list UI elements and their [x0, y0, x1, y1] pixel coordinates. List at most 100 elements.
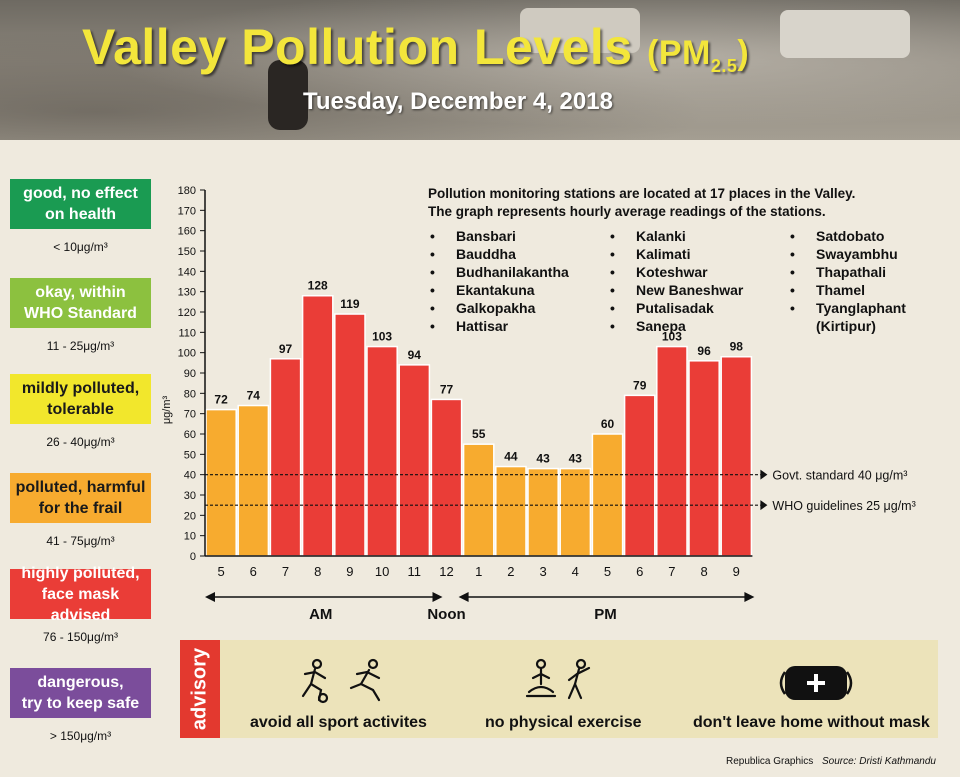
page-title: Valley Pollution Levels (PM2.5) [82, 19, 750, 76]
station-item: New Baneshwar [608, 281, 743, 299]
x-tick-label: 3 [539, 564, 546, 579]
x-tick-label: 6 [250, 564, 257, 579]
y-tick-label: 110 [178, 327, 196, 339]
reference-label: Govt. standard 40 μg/m³ [772, 469, 907, 483]
y-tick-label: 150 [178, 246, 196, 258]
bar [559, 467, 592, 557]
y-tick-label: 0 [190, 551, 196, 563]
bar [623, 394, 656, 557]
period-arrow [744, 592, 755, 602]
station-item: Kalimati [608, 245, 743, 263]
y-tick-label: 80 [184, 388, 196, 400]
station-item: Sanepa [608, 317, 743, 335]
bar-value-label: 119 [340, 297, 360, 311]
x-tick-label: 8 [700, 564, 707, 579]
y-axis-label: μg/m³ [161, 395, 173, 424]
stations-list: Kalanki Kalimati Koteshwar New Baneshwar… [608, 227, 743, 335]
station-item: Galkopakha [428, 299, 569, 317]
motorbike-silhouette [268, 60, 308, 130]
station-item: Koteshwar [608, 263, 743, 281]
x-tick-label: 12 [439, 564, 453, 579]
y-tick-label: 10 [184, 531, 196, 543]
station-item: Kalanki [608, 227, 743, 245]
y-tick-label: 170 [178, 205, 196, 217]
exercise-icon [525, 658, 591, 700]
x-tick-label: 1 [475, 564, 482, 579]
station-item: Putalisadak [608, 299, 743, 317]
bar-value-label: 43 [536, 452, 550, 466]
bar [334, 313, 366, 557]
footer-source: Source: Dristi Kathmandu [822, 756, 936, 767]
bar-value-label: 97 [279, 342, 293, 356]
reference-label: WHO guidelines 25 μg/m³ [772, 499, 915, 513]
x-tick-label: 4 [572, 564, 579, 579]
bar-value-label: 79 [633, 378, 647, 392]
bar-value-label: 77 [440, 382, 454, 396]
legend-range: < 10μg/m³ [53, 240, 108, 254]
mask-icon [779, 666, 853, 700]
x-tick-label: 2 [507, 564, 514, 579]
bar [656, 345, 688, 557]
bar [237, 404, 270, 557]
x-tick-label: 6 [636, 564, 643, 579]
advisory-item: no physical exercise [485, 714, 642, 731]
y-tick-label: 140 [178, 266, 196, 278]
x-tick-label: 9 [346, 564, 353, 579]
stations-list: Bansbari Bauddha Budhanilakantha Ekantak… [428, 227, 569, 335]
station-item: Tyanglaphant [788, 299, 906, 317]
y-tick-label: 30 [184, 490, 196, 502]
legend-swatch-polluted: polluted, harmful for the frail [10, 473, 151, 523]
reference-arrow [760, 500, 768, 511]
advisory-tab: advisory [180, 640, 220, 738]
bar-value-label: 60 [601, 417, 615, 431]
car-silhouette [780, 10, 910, 58]
x-tick-label: 7 [282, 564, 289, 579]
x-tick-label: 7 [668, 564, 675, 579]
x-tick-label: 5 [604, 564, 611, 579]
bar-value-label: 98 [730, 340, 744, 354]
station-item: Ekantakuna [428, 281, 569, 299]
stations-list: Satdobato Swayambhu Thapathali Thamel Ty… [788, 227, 906, 335]
period-arrow [432, 592, 443, 602]
y-tick-label: 130 [178, 287, 196, 299]
bar-value-label: 74 [247, 389, 261, 403]
station-item: Budhanilakantha [428, 263, 569, 281]
station-item: Bansbari [428, 227, 569, 245]
advisory-item: don't leave home without mask [693, 714, 930, 731]
y-tick-label: 60 [184, 429, 196, 441]
y-tick-label: 40 [184, 470, 196, 482]
bar [269, 358, 302, 557]
y-tick-label: 160 [178, 226, 196, 238]
legend-swatch-dangerous: dangerous, try to keep safe [10, 668, 151, 718]
legend-range: 11 - 25μg/m³ [46, 339, 115, 353]
station-item: Thamel [788, 281, 906, 299]
bar [527, 467, 559, 557]
bar [462, 443, 495, 557]
legend-swatch-mild: mildly polluted, tolerable [10, 374, 151, 424]
y-tick-label: 120 [178, 307, 196, 319]
header-banner: Valley Pollution Levels (PM2.5) Tuesday,… [0, 0, 960, 140]
period-label: PM [594, 606, 617, 623]
station-item: (Kirtipur) [816, 318, 876, 334]
x-tick-label: 10 [375, 564, 389, 579]
x-tick-label: 11 [408, 564, 422, 579]
bar [366, 345, 398, 557]
y-tick-label: 90 [184, 368, 196, 380]
bar [205, 408, 237, 557]
bar-value-label: 72 [214, 393, 228, 407]
advisory-item: avoid all sport activites [250, 714, 427, 731]
reference-arrow [760, 469, 768, 480]
advisory-panel: advisory avoid all sport activites no ph… [180, 640, 938, 738]
y-tick-label: 50 [184, 449, 196, 461]
bar-value-label: 94 [408, 348, 422, 362]
bar [591, 433, 624, 557]
station-item: Bauddha [428, 245, 569, 263]
footer-credit: Republica Graphics [726, 756, 814, 767]
y-tick-label: 20 [184, 510, 196, 522]
period-arrow [458, 592, 469, 602]
bar-value-label: 96 [697, 344, 711, 358]
x-tick-label: 8 [314, 564, 321, 579]
legend-swatch-good: good, no effect on health [10, 179, 151, 229]
legend-swatch-okay: okay, within WHO Standard [10, 278, 151, 328]
